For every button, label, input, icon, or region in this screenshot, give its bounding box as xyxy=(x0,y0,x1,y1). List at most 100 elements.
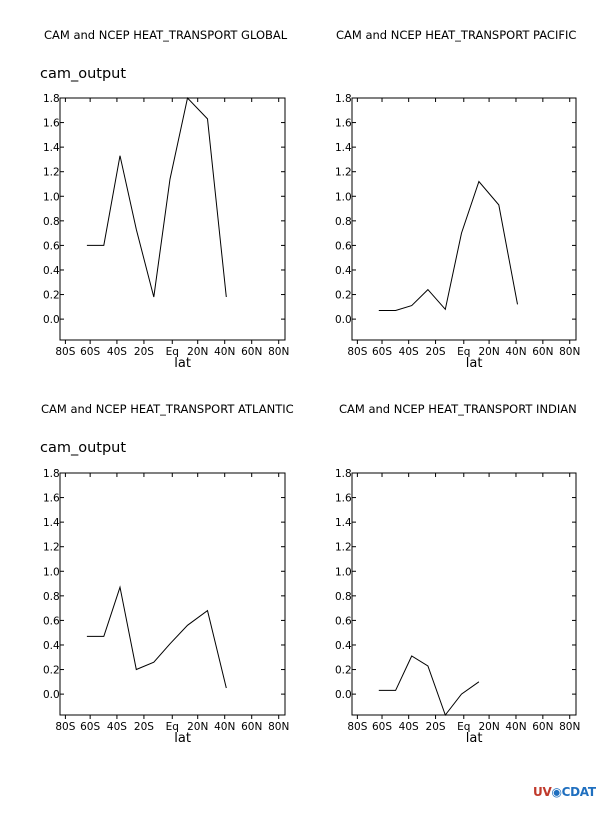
y-tick-label: 1.4 xyxy=(335,517,352,529)
y-tick-label: 1.2 xyxy=(335,542,352,554)
y-tick-label: 1.0 xyxy=(335,566,352,578)
x-tick-label: 20S xyxy=(134,346,154,358)
x-tick-label: 40N xyxy=(505,346,526,358)
y-tick-label: 1.2 xyxy=(43,542,60,554)
y-tick-label: 0.2 xyxy=(335,665,352,677)
x-tick-label: 40S xyxy=(399,721,419,733)
chart-title: CAM and NCEP HEAT_TRANSPORT PACIFIC xyxy=(336,28,576,42)
x-tick-label: 20N xyxy=(187,346,208,358)
y-tick-label: 0.6 xyxy=(43,240,60,252)
x-tick-label: 60S xyxy=(372,346,392,358)
y-tick-label: 1.0 xyxy=(43,566,60,578)
x-tick-label: 60N xyxy=(241,721,262,733)
x-tick-label: 60N xyxy=(532,346,553,358)
y-tick-label: 0.0 xyxy=(335,689,352,701)
x-axis-label: lat xyxy=(466,356,483,371)
x-axis-label: lat xyxy=(174,356,191,371)
y-tick-label: 1.0 xyxy=(43,191,60,203)
y-tick-label: 1.4 xyxy=(43,517,60,529)
series-line-1 xyxy=(86,585,227,689)
y-tick-label: 0.6 xyxy=(43,615,60,627)
x-tick-label: 80N xyxy=(268,346,289,358)
chart-panel-4: CAM and NCEP HEAT_TRANSPORT INDIAN 0.0 0.2… xyxy=(335,402,580,746)
y-tick-label: 0.8 xyxy=(43,216,60,228)
chart-title: CAM and NCEP HEAT_TRANSPORT INDIAN xyxy=(339,402,577,416)
x-tick-label: 80S xyxy=(347,346,367,358)
y-tick-label: 0.4 xyxy=(335,640,352,652)
y-tick-label: 0.2 xyxy=(43,665,60,677)
y-tick-label: 1.4 xyxy=(43,142,60,154)
y-tick-label: 1.0 xyxy=(335,191,352,203)
x-tick-label: 40S xyxy=(107,721,127,733)
series-line-1 xyxy=(86,96,227,298)
y-tick-label: 1.6 xyxy=(335,493,352,505)
y-tick-label: 1.8 xyxy=(43,468,60,480)
x-tick-label: 60N xyxy=(241,346,262,358)
x-tick-label: Eq xyxy=(166,346,179,358)
x-tick-label: 20S xyxy=(426,721,446,733)
x-tick-label: 20S xyxy=(134,721,154,733)
x-tick-label: 80N xyxy=(268,721,289,733)
x-tick-label: 60N xyxy=(532,721,553,733)
x-tick-label: 20N xyxy=(478,346,499,358)
y-tick-label: 1.6 xyxy=(43,118,60,130)
plot-frame xyxy=(59,472,286,716)
x-tick-label: 60S xyxy=(80,346,100,358)
y-tick-label: 0.4 xyxy=(335,265,352,277)
y-tick-label: 0.0 xyxy=(43,689,60,701)
x-tick-label: 40S xyxy=(399,346,419,358)
y-tick-label: 1.6 xyxy=(43,493,60,505)
x-tick-label: Eq xyxy=(166,721,179,733)
chart-title: CAM and NCEP HEAT_TRANSPORT GLOBAL xyxy=(44,28,288,42)
y-tick-label: 0.8 xyxy=(335,591,352,603)
x-tick-label: 80N xyxy=(559,346,580,358)
x-tick-label: 20N xyxy=(187,721,208,733)
uvcdat-logo: UV◉CDAT xyxy=(533,785,596,799)
chart-panel-1: CAM and NCEP HEAT_TRANSPORT GLOBAL cam_ou… xyxy=(40,28,289,371)
y-tick-label: 0.2 xyxy=(335,290,352,302)
y-tick-label: 0.6 xyxy=(335,240,352,252)
x-tick-label: 20S xyxy=(426,346,446,358)
x-tick-label: 40N xyxy=(214,721,235,733)
plot-frame xyxy=(351,97,577,341)
x-tick-label: Eq xyxy=(457,346,470,358)
y-tick-label: 1.6 xyxy=(335,118,352,130)
x-tick-label: 80S xyxy=(55,346,75,358)
x-tick-label: 80S xyxy=(347,721,367,733)
globe-icon: ◉ xyxy=(551,785,562,799)
chart-subtitle: cam_output xyxy=(40,66,126,82)
x-tick-label: 40N xyxy=(214,346,235,358)
y-tick-label: 1.4 xyxy=(335,142,352,154)
x-tick-label: 40S xyxy=(107,346,127,358)
y-tick-label: 0.4 xyxy=(43,640,60,652)
y-tick-label: 1.2 xyxy=(335,167,352,179)
y-tick-label: 0.8 xyxy=(43,591,60,603)
x-axis-label: lat xyxy=(466,731,483,746)
chart-panel-2: CAM and NCEP HEAT_TRANSPORT PACIFIC 0.0 0.… xyxy=(335,28,580,371)
y-tick-label: 0.0 xyxy=(335,314,352,326)
x-tick-label: 20N xyxy=(478,721,499,733)
series-line-1 xyxy=(378,655,480,717)
y-tick-label: 0.0 xyxy=(43,314,60,326)
y-tick-label: 0.2 xyxy=(43,290,60,302)
chart-panel-3: CAM and NCEP HEAT_TRANSPORT ATLANTIC cam_… xyxy=(40,402,294,746)
x-axis-label: lat xyxy=(174,731,191,746)
y-tick-label: 0.6 xyxy=(335,615,352,627)
plot-frame xyxy=(59,97,286,341)
x-tick-label: 60S xyxy=(372,721,392,733)
y-tick-label: 1.8 xyxy=(335,93,352,105)
y-tick-label: 1.8 xyxy=(335,468,352,480)
y-tick-label: 0.8 xyxy=(335,216,352,228)
y-tick-label: 0.4 xyxy=(43,265,60,277)
x-tick-label: 80S xyxy=(55,721,75,733)
x-tick-label: 40N xyxy=(505,721,526,733)
chart-title: CAM and NCEP HEAT_TRANSPORT ATLANTIC xyxy=(41,402,294,416)
y-tick-label: 1.2 xyxy=(43,167,60,179)
series-line-1 xyxy=(378,180,518,311)
chart-subtitle: cam_output xyxy=(40,440,126,456)
x-tick-label: Eq xyxy=(457,721,470,733)
plot-frame xyxy=(351,472,577,716)
x-tick-label: 60S xyxy=(80,721,100,733)
y-tick-label: 1.8 xyxy=(43,93,60,105)
